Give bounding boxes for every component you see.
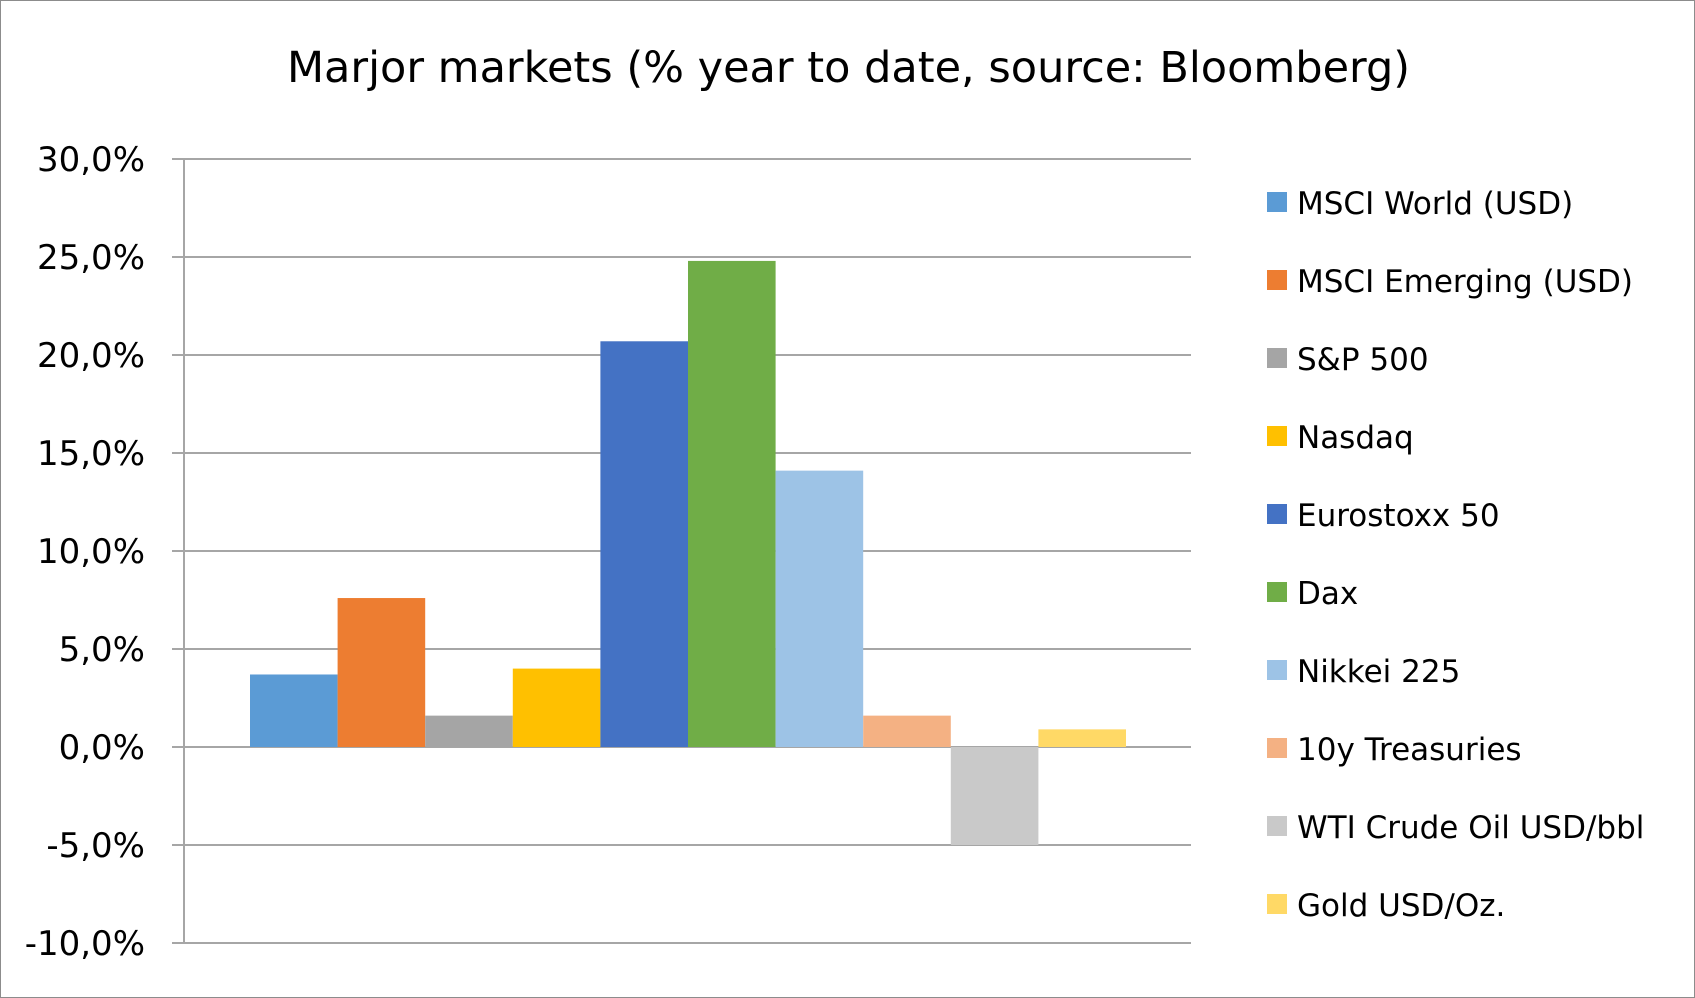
legend-label: Eurostoxx 50 [1297, 498, 1500, 534]
legend: MSCI World (USD) MSCI Emerging (USD) S&P 5… [1267, 186, 1644, 924]
bars [250, 261, 1126, 845]
y-tick-label: -10,0% [25, 924, 145, 964]
legend-label: Nasdaq [1297, 420, 1414, 456]
y-tick-label: -5,0% [46, 826, 145, 866]
y-tick-label: 30,0% [37, 140, 145, 180]
bar-wti-crude-oil-usd-bbl [951, 747, 1039, 845]
y-tick-label: 15,0% [37, 434, 145, 474]
legend-swatch [1267, 192, 1287, 212]
chart-frame: Marjor markets (% year to date, source: … [0, 0, 1695, 998]
legend-label: Nikkei 225 [1297, 654, 1460, 690]
y-tick-label: 20,0% [37, 336, 145, 376]
bar-s-p-500 [425, 716, 513, 747]
legend-label: S&P 500 [1297, 342, 1429, 378]
legend-label: Gold USD/Oz. [1297, 888, 1505, 924]
bar-10y-treasuries [863, 716, 951, 747]
legend-swatch [1267, 504, 1287, 524]
bar-nasdaq [513, 669, 601, 747]
legend-swatch [1267, 816, 1287, 836]
legend-swatch [1267, 348, 1287, 368]
legend-swatch [1267, 270, 1287, 290]
legend-label: MSCI Emerging (USD) [1297, 264, 1633, 300]
bar-dax [688, 261, 776, 747]
legend-label: MSCI World (USD) [1297, 186, 1573, 222]
legend-label: WTI Crude Oil USD/bbl [1297, 810, 1644, 846]
y-tick-label: 0,0% [59, 728, 145, 768]
legend-swatch [1267, 426, 1287, 446]
chart-canvas: 30,0% 25,0% 20,0% 15,0% 10,0% 5,0% 0,0% -5,0% -1… [1, 1, 1694, 997]
legend-swatch [1267, 582, 1287, 602]
y-tick-label: 25,0% [37, 238, 145, 278]
y-tick-label: 5,0% [59, 630, 145, 670]
bar-eurostoxx-50 [600, 341, 688, 747]
bar-nikkei-225 [776, 471, 864, 747]
bar-msci-world-usd [250, 674, 338, 747]
legend-label: 10y Treasuries [1297, 732, 1522, 768]
legend-swatch [1267, 738, 1287, 758]
bar-gold-usd-oz [1038, 729, 1126, 747]
legend-swatch [1267, 894, 1287, 914]
y-tick-label: 10,0% [37, 532, 145, 572]
bar-msci-emerging-usd [338, 598, 426, 747]
legend-swatch [1267, 660, 1287, 680]
legend-label: Dax [1297, 576, 1358, 612]
